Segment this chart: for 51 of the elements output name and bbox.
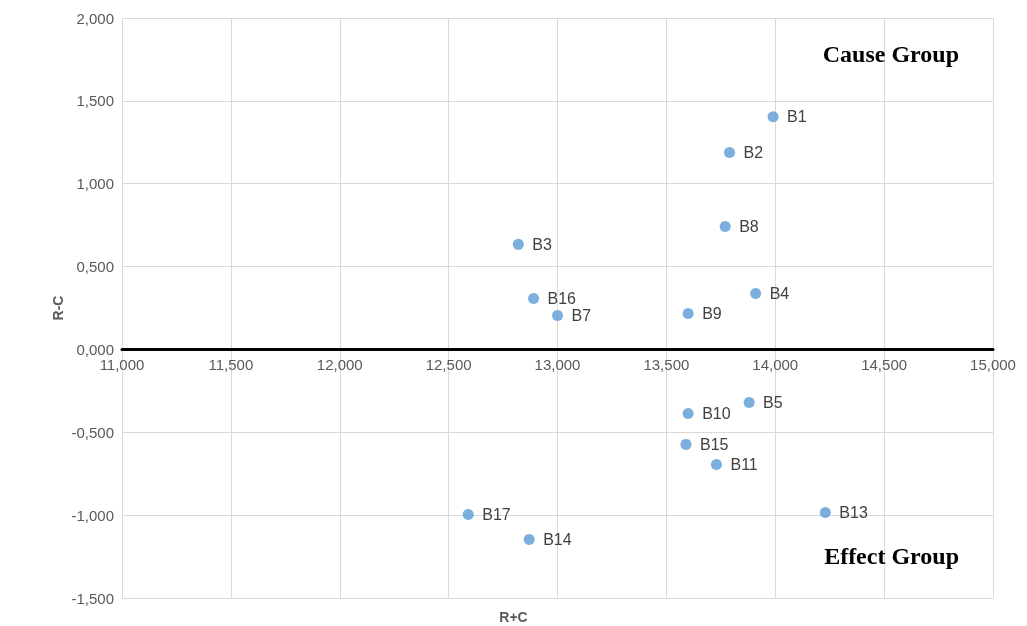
y-tick-label: -1,000 (71, 506, 114, 524)
y-tick-label: -0,500 (71, 423, 114, 441)
x-tick-label: 13,500 (643, 356, 690, 374)
y-tick-label: 0,000 (76, 340, 114, 358)
point (719, 220, 731, 232)
y-tick-label: 1,000 (76, 175, 114, 193)
annotation: B15 (699, 435, 729, 453)
point (528, 292, 540, 304)
annotation: B5 (763, 393, 783, 411)
point (710, 458, 722, 470)
y-tick-label: -1,500 (71, 589, 114, 607)
x-tick-label: 12,500 (425, 356, 472, 374)
annotation: B10 (702, 404, 731, 422)
point (680, 438, 692, 450)
annotation: Effect Group (824, 543, 959, 569)
annotation: B11 (730, 455, 758, 473)
y-axis-title: R-C (50, 295, 66, 321)
x-tick-label: 12,000 (316, 356, 363, 374)
x-tick-label: 11,000 (99, 356, 145, 374)
point (724, 146, 736, 158)
annotation: Cause Group (822, 41, 960, 67)
annotation: B16 (547, 289, 577, 307)
point (523, 534, 535, 545)
annotation: B14 (543, 531, 572, 548)
x-axis-title: R+C (499, 609, 528, 625)
x-tick-label: 15,000 (970, 356, 1016, 374)
point (552, 309, 563, 321)
x-tick-label: 13,000 (534, 356, 581, 374)
point (462, 508, 474, 520)
annotation: B17 (482, 505, 511, 523)
point (682, 407, 694, 419)
annotation: B3 (532, 235, 552, 253)
point (819, 506, 831, 518)
x-tick-label: 11,500 (208, 356, 254, 374)
y-tick-label: 2,000 (76, 9, 114, 27)
annotation: B1 (787, 108, 807, 126)
x-tick-label: 14,500 (861, 356, 908, 374)
point (743, 396, 755, 408)
x-tick-label: 14,000 (752, 356, 799, 374)
annotation: B2 (743, 143, 764, 161)
annotation: B8 (739, 217, 759, 235)
annotation: B7 (571, 306, 592, 324)
annotation: B13 (839, 503, 868, 521)
y-tick-label: 0,500 (76, 258, 114, 276)
annotation: B9 (702, 304, 722, 322)
point (767, 111, 779, 123)
point (750, 287, 762, 299)
annotation: B4 (769, 284, 790, 302)
y-tick-label: 1,500 (76, 92, 114, 110)
point (682, 307, 694, 319)
point (512, 238, 524, 250)
